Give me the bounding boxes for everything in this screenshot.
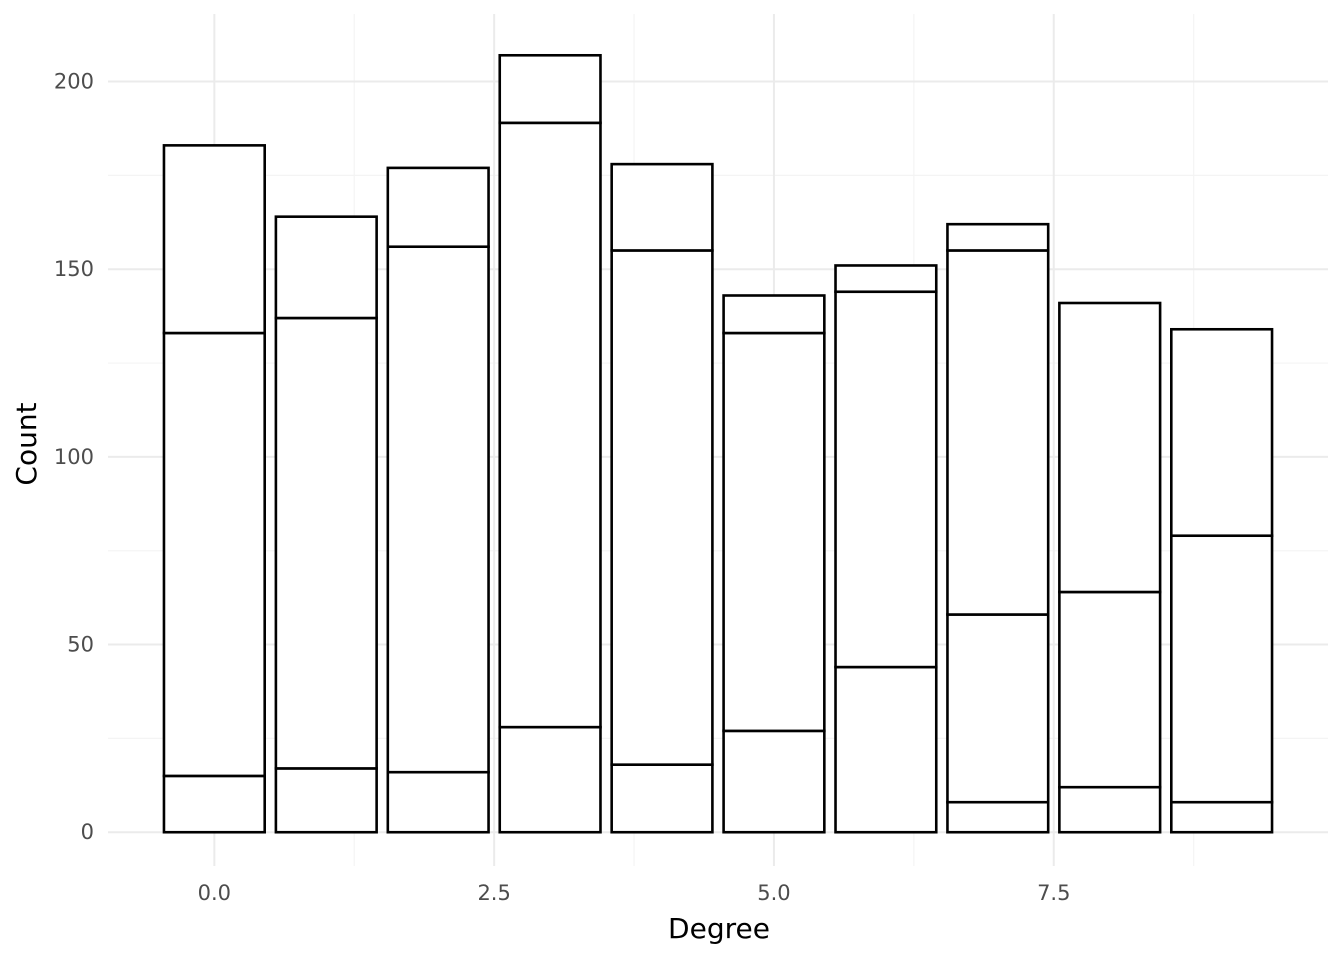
y-tick-labels: 0 50 100 150 200 [54,70,94,845]
bar-segment [610,249,714,766]
y-tick-label: 100 [54,445,94,469]
bar-segment [498,53,602,125]
bar-segment [498,725,602,834]
bar-stack [162,144,266,834]
bar-segment [946,613,1050,804]
x-axis-title: Degree [668,912,770,945]
bar-segment [498,121,602,729]
bar-segment [834,264,938,294]
x-tick-labels: 0.0 2.5 5.0 7.5 [198,881,1071,905]
bar-segment [722,729,826,834]
bar-segment [162,144,266,335]
bar-segment [834,665,938,834]
x-tick-label: 0.0 [198,881,231,905]
bar-stack [274,215,378,834]
bar-stack [946,222,1050,834]
bar-segment [1170,327,1274,538]
x-tick-label: 2.5 [477,881,510,905]
bar-stack [386,166,490,834]
bar-segment [274,215,378,320]
bar-segment [722,331,826,733]
x-tick-label: 5.0 [757,881,790,905]
bar-segment [1058,785,1162,834]
bar-segment [1170,534,1274,804]
bar-segment [274,767,378,834]
bar-segment [946,249,1050,616]
bars [162,53,1274,834]
bar-stack [498,53,602,834]
bar-segment [610,763,714,834]
bar-segment [274,316,378,770]
bar-stack [834,264,938,834]
bar-segment [1058,590,1162,789]
y-tick-label: 200 [54,70,94,94]
bar-stack [1170,327,1274,834]
bar-segment [162,331,266,778]
bar-segment [162,774,266,834]
bar-segment [610,162,714,252]
x-tick-label: 7.5 [1037,881,1070,905]
bar-segment [1170,800,1274,834]
y-tick-label: 50 [67,633,94,657]
bar-segment [722,294,826,335]
bar-segment [1058,301,1162,594]
bar-stack [722,294,826,834]
y-axis-title: Count [10,402,43,485]
bar-stack [610,162,714,834]
bar-segment [834,290,938,669]
bar-segment [386,166,490,249]
bar-stack [1058,301,1162,834]
bar-segment [386,770,490,834]
y-tick-label: 0 [81,820,94,844]
bar-segment [386,245,490,774]
bar-segment [946,222,1050,252]
bar-segment [946,800,1050,834]
y-tick-label: 150 [54,257,94,281]
